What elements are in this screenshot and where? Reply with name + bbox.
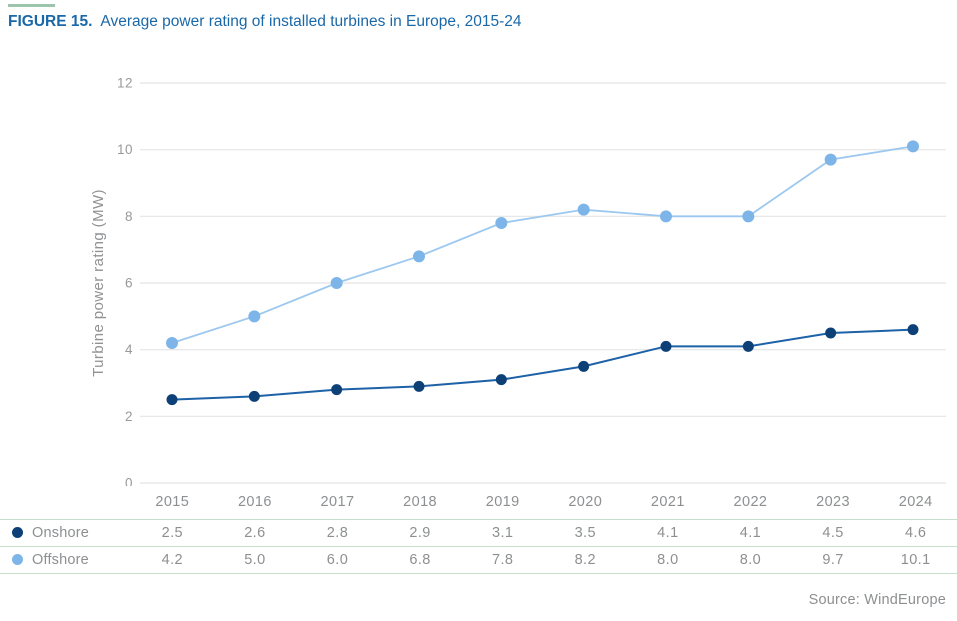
data-point-onshore-2022 [742,340,754,352]
year-header-cell: 2019 [485,494,520,511]
data-point-onshore-2019 [495,374,507,386]
year-header-cell: 2024 [898,494,933,511]
year-header-cell: 2020 [568,494,603,511]
data-point-onshore-2020 [578,360,590,372]
y-tick-label: 0 [125,476,133,487]
series-row-offshore: Offshore 4.2 5.0 6.0 6.8 7.8 8.2 8.0 8.0 9.7 10.1 [0,546,957,573]
figure-accent-rule [8,4,55,7]
legend-dot-onshore [12,526,23,538]
year-header-cell: 2017 [320,494,355,511]
data-point-offshore-2019 [495,217,508,229]
value-cell: 2.6 [244,524,266,541]
year-header-spacer [0,486,131,519]
y-axis-title: Turbine power rating (MW) [90,189,107,377]
data-point-offshore-2015 [166,337,178,349]
series-line-onshore [171,328,914,401]
value-cell: 4.6 [904,524,927,541]
year-header-cell: 2023 [816,494,850,511]
data-point-offshore-2020 [577,203,590,216]
data-point-offshore-2021 [660,210,672,223]
series-row-onshore: Onshore 2.5 2.6 2.8 2.9 3.1 3.5 4.1 4.1 4.5 4.6 [0,519,957,546]
data-point-onshore-2018 [413,380,425,392]
value-cell: 2.9 [409,524,431,541]
y-tick-label: 2 [125,409,133,424]
value-cell: 7.8 [491,551,514,568]
series-label: Onshore [32,524,90,541]
value-cell: 4.1 [739,524,762,541]
y-tick-label: 4 [125,342,133,357]
data-point-onshore-2021 [660,340,672,352]
data-point-onshore-2023 [825,327,837,339]
value-cell: 8.0 [739,551,762,568]
data-point-onshore-2016 [248,390,260,402]
value-cell: 8.2 [574,551,596,568]
figure-title-text: Average power rating of installed turbin… [100,13,522,30]
value-cell: 3.5 [574,524,596,541]
year-header-cell: 2022 [733,494,768,511]
value-cell: 10.1 [900,551,931,568]
year-header-cell: 2016 [237,494,272,511]
year-header-cell: 2018 [403,494,437,511]
data-point-offshore-2017 [330,277,343,289]
data-point-onshore-2015 [166,394,178,406]
data-point-onshore-2024 [907,324,919,336]
data-point-offshore-2022 [742,210,755,223]
data-point-offshore-2023 [824,153,837,166]
values-table: 2015 2016 2017 2018 2019 2020 2021 2022 2023 2024… [0,486,957,574]
source-attribution: Source: WindEurope [808,592,946,608]
value-cell: 3.1 [491,524,514,541]
value-cell: 2.5 [161,524,183,541]
chart-data-table: 2015 2016 2017 2018 2019 2020 2021 2022 2023 2024… [0,486,957,574]
value-cell: 5.0 [244,551,266,568]
data-point-offshore-2018 [413,250,425,263]
y-tick-label: 6 [125,276,133,291]
value-cell: 6.0 [326,551,349,568]
year-header-row: 2015 2016 2017 2018 2019 2020 2021 2022 2023 2024 [0,486,957,519]
value-cell: 9.7 [822,551,844,568]
value-cell: 6.8 [409,551,431,568]
data-point-offshore-2024 [907,140,919,153]
value-cell: 4.5 [822,524,844,541]
year-header-cell: 2015 [155,494,190,511]
year-header-cell: 2021 [650,494,685,511]
legend-dot-offshore [12,553,23,565]
series-label: Offshore [32,551,89,568]
legend-cell: Offshore [0,546,131,573]
series-line-offshore [171,145,914,344]
legend-cell: Onshore [0,519,131,546]
value-cell: 4.1 [657,524,679,541]
y-tick-label: 8 [125,209,133,224]
value-cell: 8.0 [657,551,679,568]
y-tick-label: 10 [117,142,133,157]
data-point-offshore-2016 [248,310,261,323]
data-point-onshore-2017 [331,384,343,396]
y-tick-label: 12 [117,76,133,91]
figure-number: FIGURE 15. [8,13,93,30]
figure-title: FIGURE 15. Average power rating of instal… [8,13,522,31]
line-chart: 0 2 4 6 8 10 12 Turbine power rating (MW) [90,76,946,487]
value-cell: 2.8 [326,524,349,541]
value-cell: 4.2 [161,551,183,568]
